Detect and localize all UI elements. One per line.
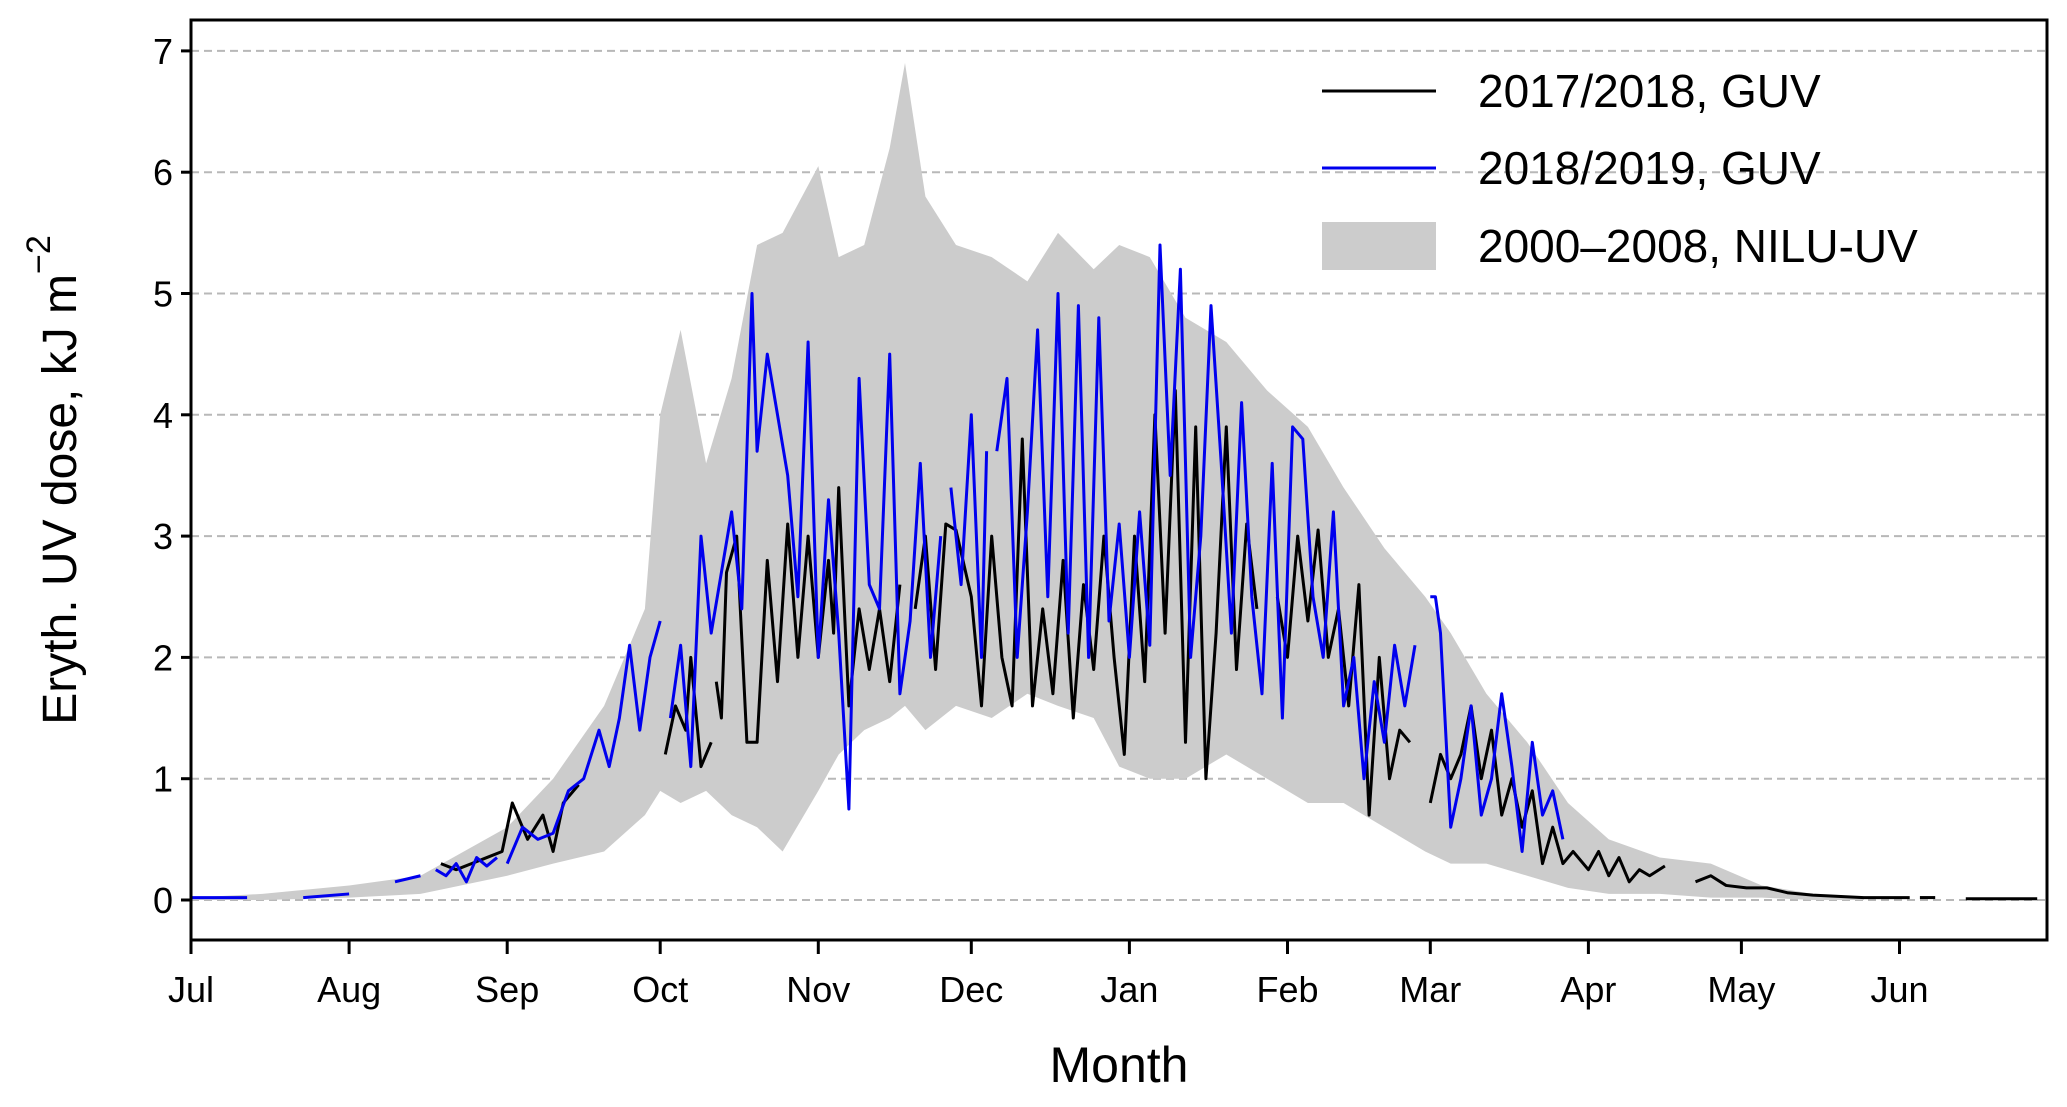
series-2017-2018-segment-1 [663, 655, 713, 769]
series-2018-2019-segment-5 [668, 292, 943, 811]
x-tick-label: Jan [1100, 969, 1158, 1010]
series-2018-2019-segment-2 [394, 874, 421, 884]
legend-label-nilu: 2000–2008, NILU-UV [1478, 220, 1918, 272]
series-2018-2019-segment-4 [505, 620, 662, 865]
svg-text:Eryth. UV dose, kJ m−2: Eryth. UV dose, kJ m−2 [20, 235, 87, 725]
series-2018-2019-segment-1 [303, 892, 350, 900]
band-nilu-uv [191, 63, 1864, 900]
x-tick-label: Nov [786, 969, 850, 1010]
x-tick-label: Aug [317, 969, 381, 1010]
x-tick-label: Apr [1560, 969, 1616, 1010]
x-tick-label: Mar [1399, 969, 1461, 1010]
x-tick-label: Dec [939, 969, 1003, 1010]
y-tick-label: 4 [153, 395, 173, 436]
series-2018-2019-segment-3 [435, 856, 498, 884]
legend-label-2017-2018: 2017/2018, GUV [1478, 65, 1821, 117]
y-tick-label: 6 [153, 152, 173, 193]
x-tick-label: Oct [632, 969, 688, 1010]
x-tick-label: May [1707, 969, 1775, 1010]
x-axis-label: Month [1050, 1037, 1189, 1093]
series-2018-2019-segment-7 [995, 243, 1417, 781]
series-2018-2019-segment-6 [949, 413, 989, 659]
series-2017-2018-segment-0 [440, 783, 580, 872]
band-layer [191, 63, 1864, 900]
y-tick-label: 1 [153, 759, 173, 800]
y-tick-label: 3 [153, 516, 173, 557]
y-axis-label-text: Eryth. UV dose, kJ m [34, 274, 87, 725]
x-axis: Jul Aug Sep Oct Nov Dec Jan Feb Mar Apr May Jun [168, 940, 1929, 1010]
legend: 2017/2018, GUV 2018/2019, GUV 2000–2008,… [1322, 65, 1918, 272]
x-tick-label: Feb [1256, 969, 1318, 1010]
x-tick-label: Jul [168, 969, 214, 1010]
legend-label-2018-2019: 2018/2019, GUV [1478, 142, 1821, 194]
plot-frame [189, 18, 2049, 942]
legend-swatch-nilu [1322, 222, 1436, 270]
y-axis: 0 1 2 3 4 5 6 7 [153, 31, 191, 921]
y-tick-label: 0 [153, 880, 173, 921]
y-tick-label: 7 [153, 31, 173, 72]
y-axis-label: Eryth. UV dose, kJ m−2 [20, 235, 87, 725]
y-tick-label: 2 [153, 637, 173, 678]
series-2017-2018-segment-4 [1275, 528, 1412, 817]
series-2017-2018-segment-6 [1694, 874, 1910, 900]
series-2018-2019-segment-8 [1430, 595, 1565, 853]
y-axis-label-exponent: −2 [20, 235, 58, 274]
series-layer [191, 243, 2038, 901]
x-tick-label: Sep [475, 969, 539, 1010]
x-tick-label: Jun [1870, 969, 1928, 1010]
y-tick-label: 5 [153, 274, 173, 315]
